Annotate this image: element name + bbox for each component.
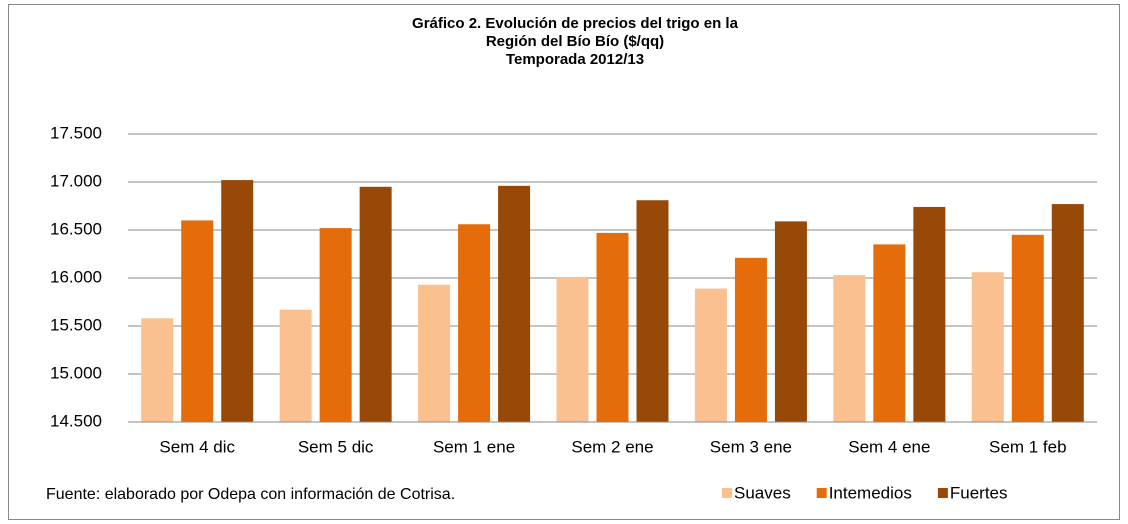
bar: [279, 309, 312, 422]
bar: [833, 275, 866, 422]
y-tick-label: 16.000: [50, 267, 102, 286]
y-tick-label: 16.500: [50, 219, 102, 238]
y-tick-label: 14.500: [50, 411, 102, 430]
bar: [971, 272, 1004, 422]
bar: [774, 221, 807, 422]
legend-swatch: [722, 488, 732, 498]
bar: [181, 220, 214, 422]
bar: [458, 224, 491, 422]
x-tick-label: Sem 5 dic: [298, 437, 374, 456]
bar: [359, 186, 392, 422]
bar: [1011, 234, 1044, 422]
bar: [1051, 204, 1084, 422]
bar: [873, 244, 906, 422]
legend-swatch: [937, 488, 948, 498]
source-note: Fuente: elaborado por Odepa con informac…: [46, 486, 455, 503]
chart-title: Gráfico 2. Evolución de precios del trig…: [412, 15, 739, 32]
bar: [319, 228, 352, 422]
legend-label: Intemedios: [829, 483, 912, 502]
bar: [556, 277, 589, 422]
y-tick-label: 15.000: [50, 363, 102, 382]
bar: [141, 318, 174, 422]
chart-title: Temporada 2012/13: [506, 51, 644, 68]
x-tick-label: Sem 3 ene: [710, 437, 792, 456]
legend-label: Suaves: [734, 483, 791, 502]
y-tick-label: 17.000: [50, 171, 102, 190]
bar: [913, 206, 946, 422]
chart-title: Región del Bío Bío ($/qq): [486, 33, 664, 50]
bar: [694, 288, 727, 422]
bar: [498, 185, 531, 422]
y-tick-label: 15.500: [50, 315, 102, 334]
x-tick-label: Sem 4 dic: [159, 437, 235, 456]
x-tick-label: Sem 1 feb: [989, 437, 1067, 456]
x-tick-label: Sem 1 ene: [433, 437, 515, 456]
bar: [221, 180, 254, 422]
bar: [596, 232, 629, 422]
bar: [734, 257, 767, 422]
bar: [418, 284, 451, 422]
legend-label: Fuertes: [950, 483, 1008, 502]
x-tick-label: Sem 2 ene: [571, 437, 653, 456]
legend-swatch: [816, 488, 827, 498]
bar: [636, 200, 669, 422]
x-tick-label: Sem 4 ene: [848, 437, 930, 456]
y-tick-label: 17.500: [50, 123, 102, 142]
